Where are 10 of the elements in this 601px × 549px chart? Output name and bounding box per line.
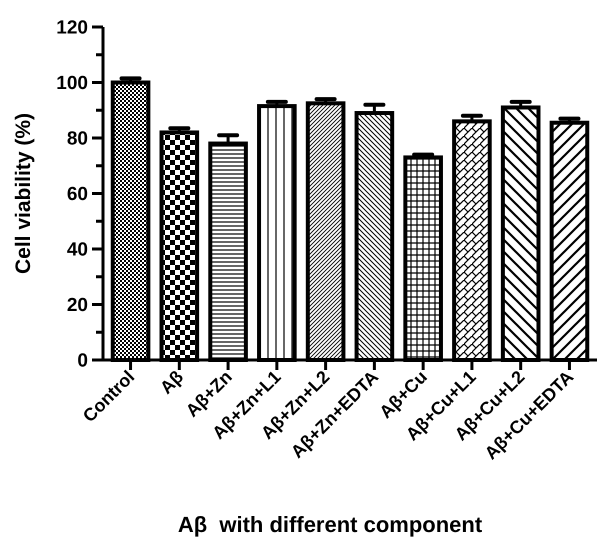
y-tick-label: 20 <box>66 295 88 316</box>
y-tick-label: 120 <box>56 18 88 39</box>
y-tick-label: 100 <box>56 73 88 94</box>
y-tick-label: 60 <box>66 184 88 206</box>
y-axis-title: Cell viability (%) <box>12 112 35 274</box>
x-axis-title: Aβ with different component <box>178 512 483 537</box>
x-tick-label: Aβ <box>156 366 188 398</box>
y-tick-label: 40 <box>66 240 88 261</box>
y-tick-label: 80 <box>66 128 88 150</box>
y-tick-label: 0 <box>77 350 88 372</box>
